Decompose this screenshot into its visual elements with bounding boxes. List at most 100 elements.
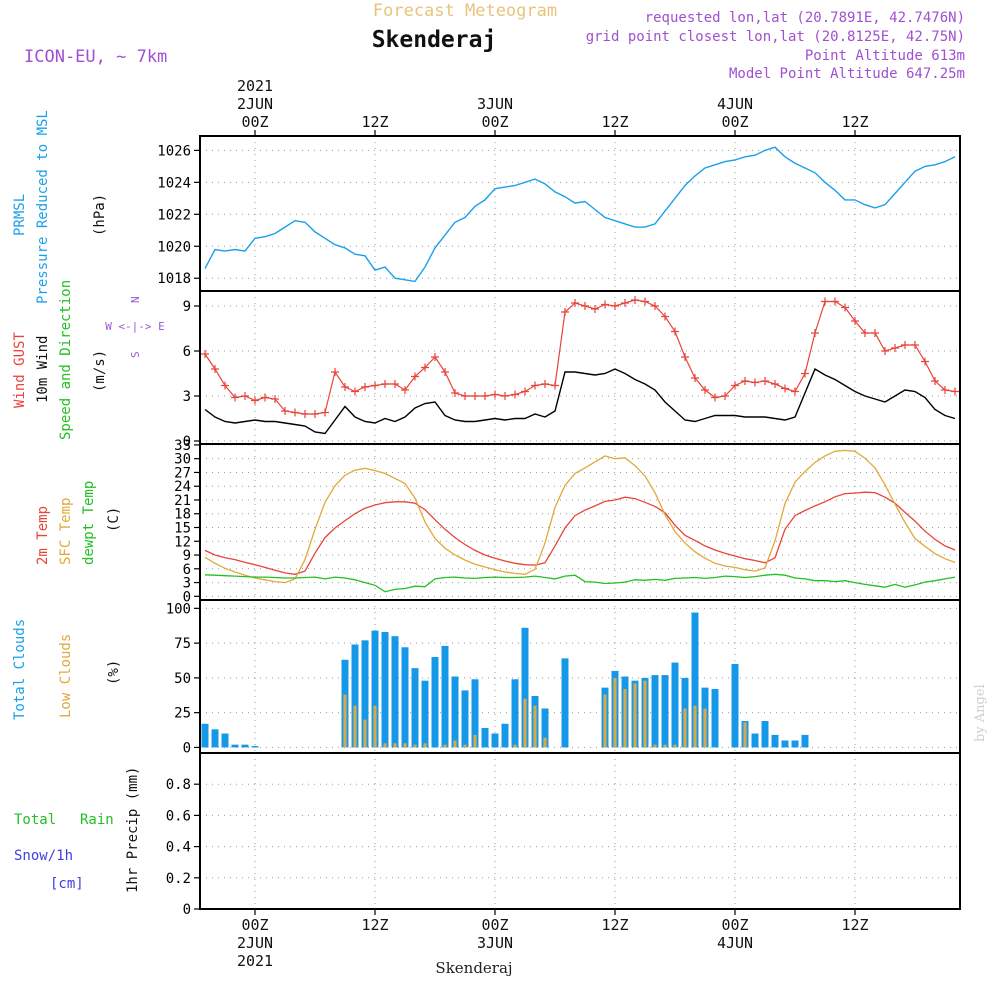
- gust-marker: [891, 344, 899, 352]
- ytick-label: 0.8: [166, 777, 191, 793]
- label-hpa: (hPa): [92, 194, 108, 236]
- pressure-panel: 1018 1020 1022 1024 1026: [157, 135, 961, 292]
- gust-marker: [261, 393, 269, 402]
- ytick-label: 33: [174, 438, 191, 454]
- total-cloud-bar: [471, 679, 479, 748]
- ytick-label: 3: [183, 389, 191, 405]
- gust-marker: [911, 341, 919, 349]
- label-rain: Rain: [80, 812, 114, 828]
- total-cloud-bar: [241, 744, 249, 748]
- point-altitude: Point Altitude 613m: [805, 48, 965, 64]
- gust-marker: [461, 392, 469, 400]
- time-label-top: 3JUN: [477, 95, 513, 113]
- ytick-label: 15: [174, 521, 191, 537]
- requested-coords: requested lon,lat (20.7891E, 42.7476N): [645, 10, 965, 26]
- gust-marker: [381, 380, 389, 388]
- low-cloud-bar: [543, 737, 547, 748]
- label-speed-direction: Speed and Direction: [58, 280, 74, 440]
- low-cloud-bar: [623, 689, 627, 748]
- gust-marker: [281, 407, 289, 415]
- precip-panel-labels: Total Rain Snow/1h [cm] 1hr Precip (mm): [14, 767, 141, 893]
- gust-marker: [671, 327, 679, 336]
- gust-marker: [741, 377, 749, 385]
- pressure-panel-labels: PRMSL Pressure Reduced to MSL (hPa): [12, 110, 108, 304]
- temperature-panel-labels: 2m Temp SFC Temp dewpt Temp (C): [35, 481, 122, 565]
- total-cloud-bar: [711, 689, 719, 748]
- gust-marker: [321, 408, 329, 417]
- precip-panel: 0 0.2 0.4 0.6 0.8: [166, 752, 961, 918]
- gridpoint-coords: grid point closest lon,lat (20.8125E, 42…: [586, 29, 965, 45]
- total-cloud-bar: [361, 640, 369, 748]
- gust-marker: [391, 380, 399, 388]
- total-cloud-bar: [751, 733, 759, 748]
- label-dewpt-temp: dewpt Temp: [81, 481, 97, 565]
- ytick-label: 6: [183, 562, 191, 578]
- time-label-top: 12Z: [361, 113, 388, 131]
- pressure-line: [204, 146, 956, 283]
- total-cloud-bar: [371, 630, 379, 748]
- ytick-label: 0.2: [166, 871, 191, 887]
- gust-marker: [701, 386, 709, 394]
- label-ms: (m/s): [92, 350, 108, 392]
- ytick-label: 0.4: [166, 840, 191, 856]
- gust-marker: [571, 299, 579, 307]
- low-cloud-bar: [653, 744, 657, 748]
- gust-marker: [531, 381, 539, 390]
- clouds-panel: 0 25 50 75 100: [166, 599, 961, 756]
- ytick-label: 24: [174, 479, 191, 495]
- gust-marker: [721, 392, 729, 400]
- low-cloud-bar: [453, 740, 457, 748]
- gust-marker: [661, 312, 669, 321]
- temp-sfc-line: [204, 449, 956, 584]
- time-label-bottom: 00Z: [481, 916, 508, 934]
- compass-n: N: [129, 296, 142, 303]
- gust-marker: [211, 365, 219, 373]
- ytick-label: 0.6: [166, 808, 191, 824]
- ytick-label: 0: [183, 902, 191, 918]
- time-label-top: 00Z: [721, 113, 748, 131]
- low-cloud-bar: [363, 719, 367, 748]
- ytick-label: 50: [174, 671, 191, 687]
- total-cloud-bar: [461, 690, 469, 748]
- low-cloud-bar: [423, 743, 427, 748]
- low-cloud-bar: [523, 698, 527, 748]
- compass-we: W <-|-> E: [105, 320, 165, 333]
- ytick-label: 0: [183, 589, 191, 605]
- gust-marker: [921, 357, 929, 366]
- time-label-bottom: 2021: [237, 952, 273, 970]
- total-cloud-bar: [421, 680, 429, 748]
- label-snow: Snow/1h: [14, 848, 73, 864]
- gust-marker: [491, 390, 499, 399]
- gust-marker: [591, 305, 599, 313]
- gust-marker: [441, 368, 449, 376]
- low-cloud-bar: [613, 677, 617, 748]
- gust-marker: [751, 378, 759, 387]
- low-cloud-bar: [633, 683, 637, 748]
- label-2m-temp: 2m Temp: [35, 506, 51, 565]
- total-cloud-bar: [561, 658, 569, 748]
- gust-marker: [621, 299, 629, 307]
- total-cloud-bar: [431, 657, 439, 748]
- ytick-label: 21: [174, 493, 191, 509]
- total-cloud-bar: [441, 645, 449, 748]
- low-cloud-bar: [693, 705, 697, 748]
- gust-marker: [251, 396, 259, 405]
- label-cm: [cm]: [50, 876, 84, 892]
- label-celsius: (C): [106, 507, 122, 532]
- watermark: by Angel: [973, 684, 988, 742]
- time-label-top: 4JUN: [717, 95, 753, 113]
- gust-marker: [771, 380, 779, 388]
- gust-marker: [831, 297, 839, 306]
- gust-marker: [271, 395, 279, 403]
- total-cloud-bar: [221, 733, 229, 748]
- gust-marker: [681, 353, 689, 361]
- gust-marker: [641, 297, 649, 306]
- time-label-top: 2JUN: [237, 95, 273, 113]
- gust-marker: [371, 381, 379, 390]
- gust-marker: [411, 372, 419, 381]
- label-10m-wind: 10m Wind: [35, 336, 51, 403]
- low-cloud-bar: [743, 722, 747, 748]
- low-cloud-bar: [673, 744, 677, 748]
- low-cloud-bar: [413, 744, 417, 748]
- time-label-bottom: 12Z: [361, 916, 388, 934]
